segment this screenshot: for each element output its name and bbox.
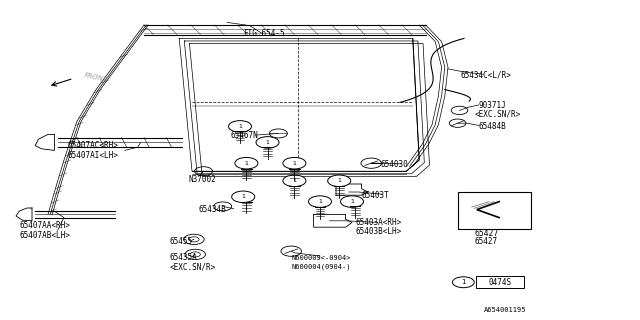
Text: 654030: 654030 [381, 160, 408, 169]
Text: 1: 1 [318, 199, 322, 204]
Circle shape [232, 191, 255, 203]
Text: N37002: N37002 [189, 175, 216, 184]
Text: 65403T: 65403T [362, 191, 389, 200]
Text: 65434B: 65434B [198, 205, 226, 214]
Text: <EXC.SN/R>: <EXC.SN/R> [170, 263, 216, 272]
Text: 1: 1 [292, 161, 296, 166]
Circle shape [235, 157, 258, 169]
Circle shape [283, 175, 306, 187]
Text: 1: 1 [350, 199, 354, 204]
Text: 65407AA<RH>: 65407AA<RH> [19, 221, 70, 230]
Text: 65484B: 65484B [479, 122, 506, 131]
Circle shape [256, 137, 279, 148]
Text: FRONT: FRONT [83, 72, 108, 83]
Text: 1: 1 [292, 178, 296, 183]
Text: 65455: 65455 [170, 237, 193, 246]
Circle shape [195, 167, 212, 176]
Text: 65427: 65427 [474, 229, 499, 238]
Text: 1: 1 [241, 194, 245, 199]
Circle shape [328, 175, 351, 187]
Circle shape [361, 158, 381, 168]
Text: 1: 1 [337, 178, 341, 183]
Text: 1: 1 [266, 140, 269, 145]
Text: 0474S: 0474S [488, 278, 511, 287]
Text: N600009<-0904>: N600009<-0904> [291, 255, 351, 260]
Circle shape [283, 157, 306, 169]
Circle shape [228, 121, 252, 132]
Text: A654001195: A654001195 [484, 307, 527, 313]
Circle shape [281, 246, 301, 256]
Circle shape [452, 277, 474, 288]
Text: 65407AC<RH>: 65407AC<RH> [67, 141, 118, 150]
Text: FIG.654-5: FIG.654-5 [243, 29, 285, 38]
Circle shape [269, 129, 287, 138]
Text: 90371J: 90371J [479, 101, 506, 110]
Circle shape [340, 196, 364, 207]
Text: 65407AB<LH>: 65407AB<LH> [19, 231, 70, 240]
Text: 65407AI<LH>: 65407AI<LH> [67, 151, 118, 160]
Text: 1: 1 [238, 124, 242, 129]
Text: 1: 1 [244, 161, 248, 166]
Circle shape [214, 202, 232, 211]
Text: N600004(0904-): N600004(0904-) [291, 264, 351, 270]
Circle shape [451, 106, 468, 115]
Bar [458, 192, 531, 229]
Text: 65435A: 65435A [170, 253, 197, 262]
Text: 65427: 65427 [475, 237, 498, 246]
Circle shape [449, 119, 466, 127]
Bar [476, 276, 524, 288]
Text: 65434C<L/R>: 65434C<L/R> [461, 71, 511, 80]
Text: 65467N: 65467N [230, 132, 258, 140]
Circle shape [184, 234, 204, 244]
Circle shape [185, 249, 205, 260]
Text: <EXC.SN/R>: <EXC.SN/R> [475, 109, 521, 118]
Text: 1: 1 [461, 279, 466, 285]
Circle shape [308, 196, 332, 207]
Text: 65403A<RH>: 65403A<RH> [355, 218, 401, 227]
Text: 65403B<LH>: 65403B<LH> [355, 228, 401, 236]
